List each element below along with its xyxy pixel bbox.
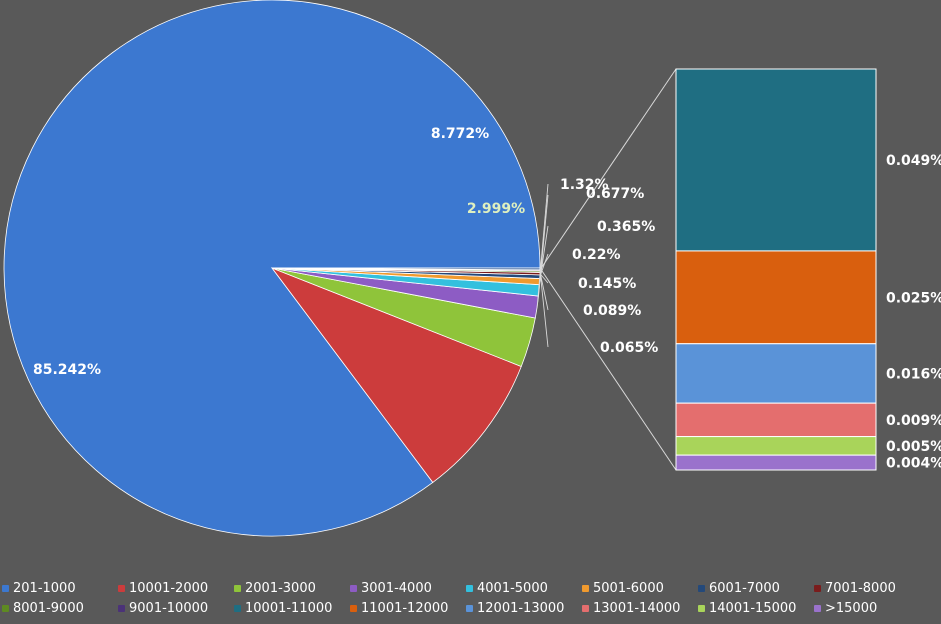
legend-label: 10001-2000 [129, 580, 209, 596]
bar-segment-10001-11000 [675, 68, 877, 252]
legend-item-4001-5000: 4001-5000 [466, 580, 582, 596]
data-label-10001-2000: 8.772% [431, 126, 489, 142]
bar-label-15000: 0.004% [886, 456, 941, 472]
legend-swatch [698, 604, 705, 612]
leader-line-6001-7000 [539, 253, 549, 277]
legend-item-15000: >15000 [814, 600, 930, 616]
legend-label: 12001-13000 [477, 600, 565, 616]
legend-swatch [350, 604, 357, 612]
legend-label: 13001-14000 [593, 600, 681, 616]
connector-line-top [539, 68, 677, 271]
legend-swatch [234, 584, 241, 592]
legend-item-5001-6000: 5001-6000 [582, 580, 698, 596]
legend-item-10001-11000: 10001-11000 [234, 600, 350, 616]
legend-label: 2001-3000 [245, 580, 316, 596]
legend-item-14001-15000: 14001-15000 [698, 600, 814, 616]
data-label-2001-3000: 2.999% [467, 201, 525, 217]
bar-label-11001-12000: 0.025% [886, 290, 941, 306]
bar-segment-15000 [675, 454, 877, 471]
leader-line-9001-10000 [539, 270, 549, 348]
data-labels: 85.242% 8.772% 2.999% 1.32%0.677% 0.365% 0.22… [33, 126, 941, 472]
bar-connector-lines [539, 68, 677, 471]
legend-item-6001-7000: 6001-7000 [698, 580, 814, 596]
legend-label: 201-1000 [13, 580, 76, 596]
bar-label-10001-11000: 0.049% [886, 153, 941, 169]
leader-line-3001-4000 [536, 183, 549, 308]
bar-segment-14001-15000 [675, 436, 877, 456]
data-label-201-1000: 85.242% [33, 362, 101, 378]
legend-label: 8001-9000 [13, 600, 84, 616]
legend-item-9001-10000: 9001-10000 [118, 600, 234, 616]
legend-item-12001-13000: 12001-13000 [466, 600, 582, 616]
legend-item-11001-12000: 11001-12000 [350, 600, 466, 616]
data-label-7001-8000: 0.145% [578, 276, 636, 292]
legend: 201-1000 10001-2000 2001-3000 3001-4000 4001… [2, 580, 941, 616]
leader-line-7001-8000 [539, 273, 549, 284]
leader-lines [536, 183, 549, 348]
data-label-6001-7000: 0.22% [572, 247, 621, 263]
legend-label: 7001-8000 [825, 580, 896, 596]
leader-line-8001-9000 [539, 271, 549, 311]
legend-item-2001-3000: 2001-3000 [234, 580, 350, 596]
legend-swatch [814, 604, 821, 612]
legend-label: 5001-6000 [593, 580, 664, 596]
bar-label-12001-13000: 0.016% [886, 366, 941, 382]
bar-label-13001-14000: 0.009% [886, 413, 941, 429]
data-label-3001-4000: 1.32% [560, 177, 609, 193]
connector-line-bottom [539, 267, 677, 471]
legend-item-10001-2000: 10001-2000 [118, 580, 234, 596]
legend-label: 9001-10000 [129, 600, 209, 616]
pie-slices [3, 0, 541, 537]
legend-label: 6001-7000 [709, 580, 780, 596]
legend-label: 3001-4000 [361, 580, 432, 596]
legend-swatch [2, 584, 9, 592]
legend-swatch [582, 584, 589, 592]
legend-label: >15000 [825, 600, 878, 616]
legend-swatch [814, 584, 821, 592]
legend-item-7001-8000: 7001-8000 [814, 580, 930, 596]
legend-item-8001-9000: 8001-9000 [2, 600, 118, 616]
legend-label: 4001-5000 [477, 580, 548, 596]
legend-swatch [118, 584, 125, 592]
legend-swatch [698, 584, 705, 592]
legend-swatch [2, 604, 9, 612]
legend-label: 11001-12000 [361, 600, 449, 616]
legend-swatch [234, 604, 241, 612]
bar-segment-12001-13000 [675, 343, 877, 404]
bar-label-14001-15000: 0.005% [886, 439, 941, 455]
bar-segments [675, 68, 877, 471]
data-label-8001-9000: 0.089% [583, 303, 641, 319]
data-label-5001-6000: 0.365% [597, 219, 655, 235]
pie-slice-10001-2000 [270, 267, 522, 483]
legend-label: 10001-11000 [245, 600, 333, 616]
bar-segment-11001-12000 [675, 250, 877, 345]
data-label-9001-10000: 0.065% [600, 340, 658, 356]
legend-label: 14001-15000 [709, 600, 797, 616]
legend-item-13001-14000: 13001-14000 [582, 600, 698, 616]
bar-segment-13001-14000 [675, 402, 877, 438]
legend-swatch [466, 604, 473, 612]
legend-swatch [466, 584, 473, 592]
legend-item-3001-4000: 3001-4000 [350, 580, 466, 596]
legend-item-201-1000: 201-1000 [2, 580, 118, 596]
legend-swatch [118, 604, 125, 612]
data-label-4001-5000: 0.677% [586, 186, 644, 202]
legend-swatch [350, 584, 357, 592]
legend-swatch [582, 604, 589, 612]
